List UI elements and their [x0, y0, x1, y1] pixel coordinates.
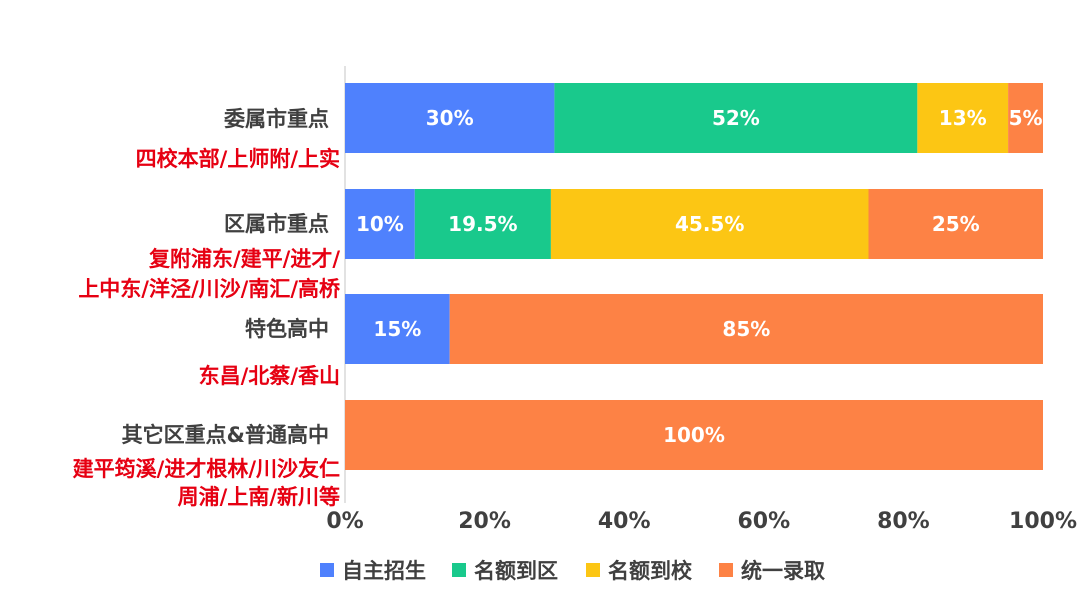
data-label: 30%	[426, 106, 474, 130]
data-label: 19.5%	[448, 212, 517, 236]
category-sublabel: 周浦/上南/新川等	[178, 485, 340, 509]
legend-label: 统一录取	[741, 559, 825, 583]
category-sublabel: 上中东/洋泾/川沙/南汇/高桥	[78, 277, 341, 301]
category-sublabel: 东昌/北蔡/香山	[199, 364, 340, 388]
x-tick-label: 100%	[1009, 509, 1077, 534]
legend-label: 自主招生	[342, 559, 426, 583]
category-label: 其它区重点&普通高中	[122, 423, 329, 447]
data-label: 15%	[373, 317, 421, 341]
data-label: 5%	[1009, 106, 1043, 130]
bar-segment	[345, 294, 450, 364]
bar-segment	[345, 400, 1043, 470]
x-tick-label: 80%	[877, 509, 930, 534]
data-label: 52%	[712, 106, 760, 130]
legend-swatch	[586, 563, 600, 577]
data-label: 13%	[939, 106, 987, 130]
legend-swatch	[452, 563, 466, 577]
category-sublabel: 建平筠溪/进才根林/川沙友仁	[73, 457, 340, 481]
category-label: 委属市重点	[223, 107, 329, 131]
data-label: 85%	[722, 317, 770, 341]
data-label: 45.5%	[675, 212, 744, 236]
bar-segment	[414, 189, 551, 259]
category-sublabel: 四校本部/上师附/上实	[136, 147, 340, 171]
bar-segment	[345, 83, 555, 153]
bar-segment	[868, 189, 1043, 259]
legend-swatch	[719, 563, 733, 577]
bar-segment	[554, 83, 918, 153]
data-label: 100%	[663, 423, 725, 447]
legend-label: 名额到区	[474, 559, 558, 583]
category-sublabel: 复附浦东/建平/进才/	[148, 247, 340, 271]
legend-swatch	[320, 563, 334, 577]
data-label: 25%	[932, 212, 980, 236]
category-label: 区属市重点	[224, 212, 329, 236]
x-tick-label: 0%	[326, 509, 363, 534]
x-tick-label: 40%	[598, 509, 651, 534]
bar-segment	[550, 189, 869, 259]
bar-segment	[1008, 83, 1043, 153]
category-label: 特色高中	[245, 317, 329, 341]
bar-segment	[917, 83, 1009, 153]
x-tick-label: 20%	[458, 509, 511, 534]
bar-segment	[345, 189, 415, 259]
data-label: 10%	[356, 212, 404, 236]
bar-segment	[449, 294, 1043, 364]
legend-label: 名额到校	[608, 559, 693, 583]
x-tick-label: 60%	[737, 509, 790, 534]
